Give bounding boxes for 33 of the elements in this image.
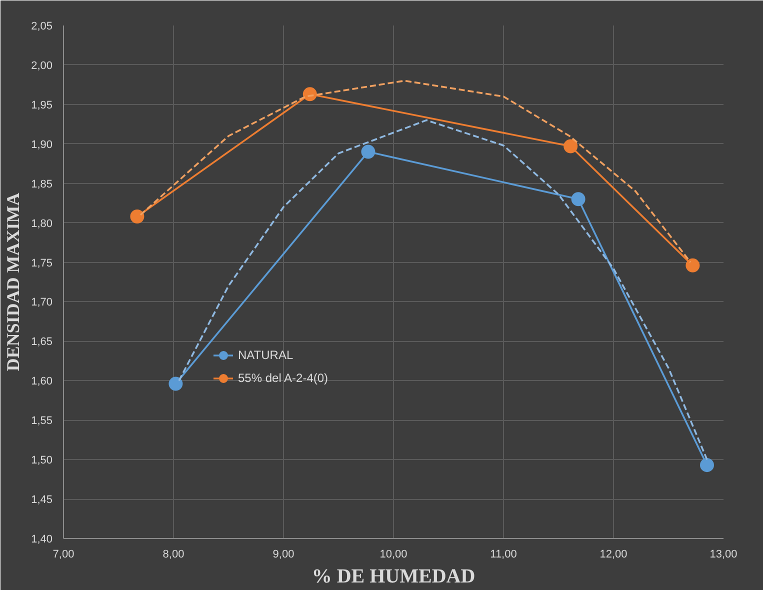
x-axis-title: % DE HUMEDAD bbox=[312, 566, 476, 588]
point bbox=[302, 87, 317, 102]
y-tick-label: 2,05 bbox=[31, 20, 53, 32]
x-tick-label: 10,00 bbox=[380, 548, 408, 560]
x-tick-label: 11,00 bbox=[490, 548, 517, 560]
y-tick-label: 1,60 bbox=[31, 376, 53, 388]
y-tick-label: 1,90 bbox=[31, 138, 53, 151]
legend-label: NATURAL bbox=[238, 348, 294, 362]
point bbox=[168, 376, 183, 391]
point bbox=[571, 192, 586, 206]
y-tick-label: 1,45 bbox=[31, 494, 53, 506]
point bbox=[361, 144, 376, 159]
y-tick-label: 1,85 bbox=[31, 178, 53, 190]
y-tick-label: 1,55 bbox=[31, 415, 53, 428]
x-tick-label: 8,00 bbox=[162, 548, 184, 560]
point bbox=[130, 210, 144, 224]
y-tick-label: 1,95 bbox=[31, 99, 53, 112]
y-tick-label: 1,40 bbox=[31, 534, 53, 546]
x-tick-label: 13,00 bbox=[710, 548, 738, 560]
point bbox=[700, 458, 714, 472]
y-tick-label: 1,50 bbox=[31, 454, 53, 467]
point bbox=[686, 258, 700, 272]
y-tick-label: 1,70 bbox=[31, 296, 53, 309]
x-tick-label: 7,00 bbox=[52, 548, 74, 560]
y-tick-label: 1,65 bbox=[31, 336, 53, 348]
point bbox=[564, 139, 578, 154]
x-tick-label: 9,00 bbox=[272, 548, 294, 560]
y-tick-label: 2,00 bbox=[31, 60, 53, 72]
x-tick-label: 12,00 bbox=[600, 548, 628, 560]
legend-label: 55% del A-2-4(0) bbox=[238, 371, 328, 385]
y-axis-title: DENSIDAD MAXIMA bbox=[3, 192, 24, 372]
y-tick-label: 1,80 bbox=[31, 218, 53, 230]
y-tick-label: 1,75 bbox=[31, 257, 53, 270]
